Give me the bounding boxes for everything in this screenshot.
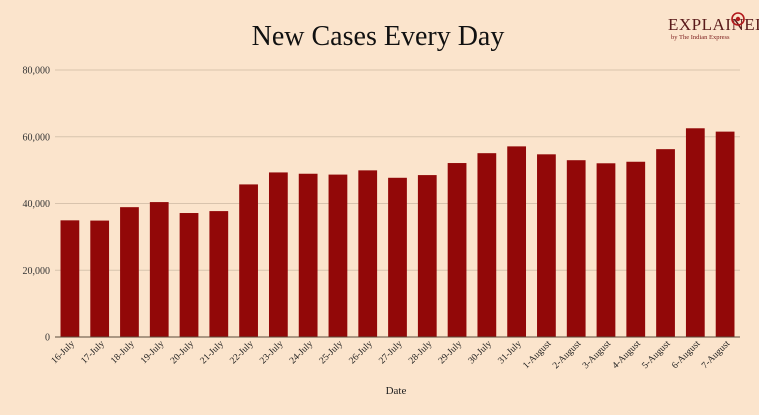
chart-title: New Cases Every Day	[252, 21, 505, 52]
bar-27-July	[388, 177, 407, 337]
bar-25-July	[328, 174, 348, 337]
y-tick-label: 80,000	[23, 66, 51, 77]
logo-dot-icon	[735, 16, 741, 22]
x-tick-label: 20-July	[169, 339, 196, 366]
x-axis-title: Date	[386, 385, 407, 397]
x-tick-label: 18-July	[109, 339, 136, 366]
explained-logo: EXPLAINED by The Indian Express	[668, 12, 759, 41]
x-tick-label: 5-August	[641, 339, 673, 371]
bar-1-August	[537, 154, 556, 337]
bar-4-August	[626, 161, 646, 337]
bar-29-July	[447, 163, 467, 337]
bar-23-July	[268, 172, 288, 337]
y-tick-label: 40,000	[23, 199, 51, 210]
x-tick-label: 17-July	[80, 339, 107, 366]
bar-5-August	[656, 149, 675, 337]
x-tick-label: 23-July	[258, 339, 285, 366]
logo-tagline: by The Indian Express	[671, 34, 730, 41]
x-tick-label: 31-July	[497, 339, 524, 366]
y-tick-label: 0	[45, 333, 50, 344]
bar-28-July	[417, 175, 437, 337]
x-tick-label: 2-August	[551, 339, 583, 371]
bar-16-July	[60, 220, 80, 337]
x-tick-label: 26-July	[348, 339, 375, 366]
logo-ring-icon	[731, 12, 745, 26]
x-tick-label: 16-July	[50, 339, 77, 366]
bar-7-August	[715, 131, 735, 337]
bar-6-August	[685, 128, 705, 337]
x-tick-label: 21-July	[199, 339, 226, 366]
bar-21-July	[209, 211, 229, 337]
y-axis-ticks: 0 20,000 40,000 60,000 80,000	[23, 66, 51, 344]
x-tick-label: 30-July	[467, 339, 494, 366]
x-tick-label: 3-August	[581, 339, 613, 371]
y-tick-label: 60,000	[23, 132, 51, 143]
x-tick-label: 7-August	[700, 339, 732, 371]
bars	[60, 128, 735, 337]
bar-18-July	[120, 207, 139, 337]
bar-2-August	[566, 160, 586, 337]
bar-24-July	[298, 173, 318, 337]
x-tick-label: 4-August	[611, 339, 643, 371]
x-tick-label: 1-August	[521, 339, 553, 371]
x-tick-label: 24-July	[288, 339, 315, 366]
bar-19-July	[149, 202, 169, 337]
bar-30-July	[477, 153, 497, 337]
x-tick-label: 6-August	[670, 339, 702, 371]
bar-20-July	[179, 213, 199, 337]
x-tick-label: 19-July	[139, 339, 166, 366]
x-tick-label: 27-July	[377, 339, 404, 366]
x-tick-label: 25-July	[318, 339, 345, 366]
x-tick-label: 22-July	[228, 339, 255, 366]
x-axis-ticks: 16-July 17-July 18-July 19-July 20-July 21-Ju…	[50, 339, 733, 371]
bar-31-July	[507, 146, 527, 337]
bar-26-July	[358, 170, 378, 337]
bar-22-July	[239, 184, 258, 337]
y-tick-label: 20,000	[23, 266, 51, 277]
bar-17-July	[90, 220, 110, 337]
bar-3-August	[596, 163, 616, 337]
x-tick-label: 28-July	[407, 339, 434, 366]
logo-wordmark: EXPLAINED	[668, 15, 759, 34]
x-tick-label: 29-July	[437, 339, 464, 366]
